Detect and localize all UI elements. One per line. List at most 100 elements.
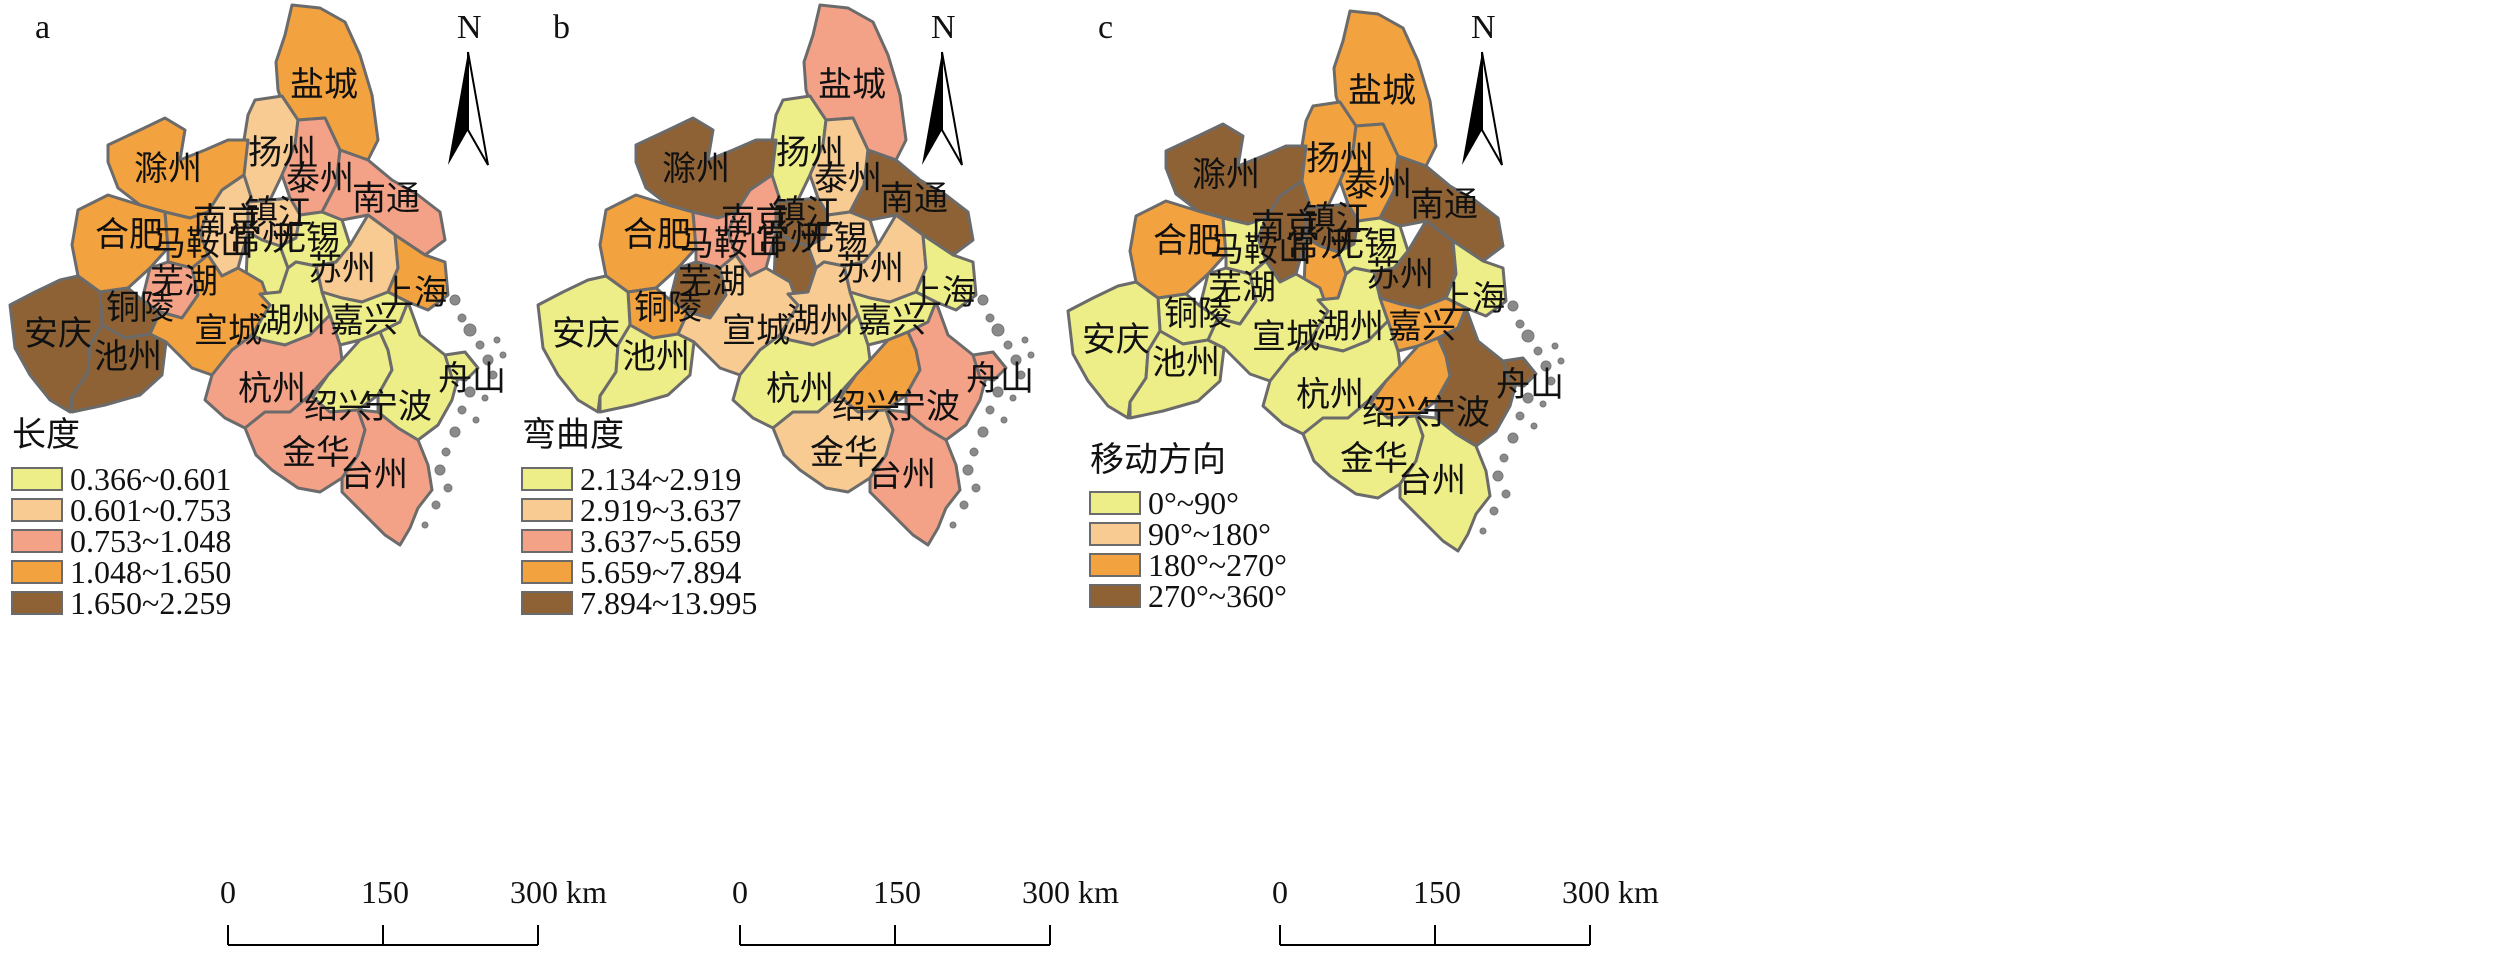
island-shape xyxy=(472,416,480,424)
legend-swatch xyxy=(11,498,63,522)
island-shape xyxy=(962,464,974,476)
city-label-tongling: 铜陵 xyxy=(634,288,702,328)
region-taizhou_zj xyxy=(868,408,962,547)
city-label-chuzhou: 滁州 xyxy=(134,149,202,189)
legend-swatch xyxy=(521,498,573,522)
city-label-shanghai: 上海 xyxy=(908,273,976,313)
legend-title: 移动方向 xyxy=(1090,440,1226,480)
island-shape xyxy=(1016,370,1026,380)
island-shape xyxy=(482,354,494,366)
island-shape xyxy=(949,521,957,529)
island-shape xyxy=(457,405,467,415)
island-shape xyxy=(991,323,1005,337)
island-shape xyxy=(977,426,989,438)
map-regions: 盐城扬州泰州南通 滁州合肥 南京镇江常州无锡苏州上海 马鞍山芜湖铜陵安庆池州宣城湖州嘉… xyxy=(8,3,507,547)
north-arrow-icon: N xyxy=(922,9,963,166)
north-arrow-icon: N xyxy=(448,9,489,166)
city-label-suzhou: 苏州 xyxy=(836,249,904,289)
city-label-suzhou: 苏州 xyxy=(308,249,376,289)
legend-label: 0.601~0.753 xyxy=(70,492,231,528)
city-label-changzhou: 常州 xyxy=(228,219,296,259)
legend-swatch xyxy=(11,467,63,491)
city-label-hangzhou: 杭州 xyxy=(766,369,834,409)
city-label-zhenjiang: 镇江 xyxy=(244,193,312,233)
island-shape xyxy=(1010,354,1022,366)
city-label-chuzhou: 滁州 xyxy=(662,149,730,189)
city-label-shanghai: 上海 xyxy=(380,273,448,313)
region-taizhou_zj xyxy=(340,408,434,547)
city-label-wuhu: 芜湖 xyxy=(150,262,218,302)
city-label-taizhou_zj: 台州 xyxy=(868,455,936,495)
legend-label: 2.134~2.919 xyxy=(580,461,741,497)
city-label-taizhou_js: 泰州 xyxy=(286,159,354,199)
island-shape xyxy=(1557,357,1565,365)
legend-label: 7.894~13.995 xyxy=(580,585,757,621)
scale-tick-label: 300 km xyxy=(1022,874,1119,910)
city-label-chuzhou: 滁州 xyxy=(1192,155,1260,195)
city-label-xuancheng: 宣城 xyxy=(1252,317,1320,357)
city-label-nantong: 南通 xyxy=(1410,185,1478,225)
scale-tick-label: 300 km xyxy=(1562,874,1659,910)
city-label-anqing: 安庆 xyxy=(552,314,620,354)
city-label-wuhu: 芜湖 xyxy=(678,262,746,302)
island-shape xyxy=(1027,351,1035,359)
city-label-wuxi: 无锡 xyxy=(1330,225,1398,265)
island-shape xyxy=(992,386,1004,398)
island-shape xyxy=(1551,342,1559,350)
island-shape xyxy=(457,313,467,323)
city-label-yancheng: 盐城 xyxy=(290,65,358,105)
island-shape xyxy=(441,447,451,457)
city-label-changzhou: 常州 xyxy=(756,219,824,259)
map-regions: 盐城扬州泰州南通 滁州合肥 南京镇江常州无锡苏州上海 马鞍山芜湖铜陵安庆池州宣城湖州嘉… xyxy=(1066,9,1565,553)
island-shape xyxy=(1003,340,1013,350)
city-label-jiaxing: 嘉兴 xyxy=(1388,307,1456,347)
legend-swatch xyxy=(1089,491,1141,515)
city-label-tongling: 铜陵 xyxy=(106,288,174,328)
region-ningbo xyxy=(1434,306,1520,448)
scale-tick-label: 300 km xyxy=(510,874,607,910)
legend-swatch xyxy=(521,560,573,584)
island-shape xyxy=(493,336,501,344)
island-shape xyxy=(1492,470,1504,482)
city-label-anqing: 安庆 xyxy=(1082,320,1150,360)
scale-tick-label: 150 xyxy=(361,874,409,910)
panel-letter: a xyxy=(35,9,50,46)
island-shape xyxy=(1000,416,1008,424)
scale-tick-label: 0 xyxy=(732,874,748,910)
city-label-yangzhou: 扬州 xyxy=(248,133,316,173)
city-label-ningbo: 宁波 xyxy=(892,387,960,427)
legend-swatch xyxy=(11,591,63,615)
city-label-hefei: 合肥 xyxy=(1153,221,1221,261)
scale-bar: 0 150 300 km xyxy=(220,874,607,946)
island-shape xyxy=(449,426,461,438)
city-label-jiaxing: 嘉兴 xyxy=(858,301,926,341)
city-label-chizhou: 池州 xyxy=(622,337,690,377)
island-shape xyxy=(421,521,429,529)
city-label-jinhua: 金华 xyxy=(1340,439,1408,479)
legend: 长度 0.366~0.6010.601~0.7530.753~1.0481.048… xyxy=(11,415,231,621)
island-shape xyxy=(1489,506,1499,516)
legend-label: 90°~180° xyxy=(1148,516,1271,552)
city-label-maanshan: 马鞍山 xyxy=(152,224,254,264)
city-label-huzhou: 湖州 xyxy=(258,301,326,341)
city-label-ningbo: 宁波 xyxy=(364,387,432,427)
city-label-wuxi: 无锡 xyxy=(272,219,340,259)
scale-tick-label: 0 xyxy=(220,874,236,910)
region-zhoushan xyxy=(443,350,480,382)
island-shape xyxy=(977,294,989,306)
city-label-maanshan: 马鞍山 xyxy=(680,224,782,264)
city-label-nanjing: 南京 xyxy=(721,201,789,241)
legend-label: 1.048~1.650 xyxy=(70,554,231,590)
north-label: N xyxy=(931,9,956,46)
city-label-hangzhou: 杭州 xyxy=(238,369,306,409)
city-label-zhoushan: 舟山 xyxy=(438,359,506,399)
city-label-nanjing: 南京 xyxy=(193,201,261,241)
region-chizhou xyxy=(1128,329,1226,420)
legend-label: 2.919~3.637 xyxy=(580,492,741,528)
island-shape xyxy=(969,447,979,457)
region-zhoushan xyxy=(1501,356,1538,388)
island-shape xyxy=(1521,329,1535,343)
city-label-taizhou_js: 泰州 xyxy=(814,159,882,199)
island-shape xyxy=(985,405,995,415)
